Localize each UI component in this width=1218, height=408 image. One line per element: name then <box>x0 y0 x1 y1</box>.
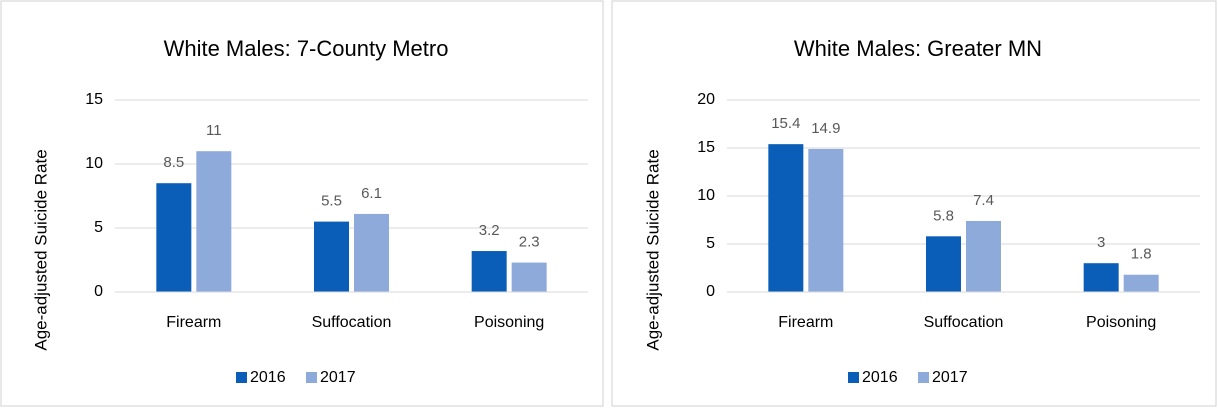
y-tick-label: 0 <box>94 283 103 300</box>
value-label: 3.2 <box>479 222 500 239</box>
legend-swatch <box>306 372 317 383</box>
bar <box>314 221 349 292</box>
y-tick-label: 20 <box>697 91 715 108</box>
value-label: 15.4 <box>771 115 800 132</box>
value-label: 2.3 <box>519 234 540 251</box>
chart: White Males: 7-County Metro Age-adjusted … <box>31 36 588 386</box>
bar <box>1083 263 1119 292</box>
x-tick-label: Suffocation <box>924 314 1004 331</box>
legend-swatch <box>918 372 929 383</box>
legend-swatch <box>848 372 859 383</box>
y-tick-label: 15 <box>85 91 103 108</box>
y-axis-label: Age-adjusted Suicide Rate <box>643 149 662 350</box>
bar <box>354 213 389 292</box>
legend-swatch <box>236 372 247 383</box>
x-tick-label: Poisoning <box>474 314 544 331</box>
y-tick-label: 5 <box>706 235 715 252</box>
bar <box>511 262 547 292</box>
panel <box>0 0 604 407</box>
bar <box>768 144 804 292</box>
chart: White Males: Greater MN Age-adjusted Suic… <box>643 36 1200 386</box>
legend-label: 2017 <box>320 369 356 386</box>
panel <box>611 0 1217 407</box>
value-label: 7.4 <box>973 192 994 209</box>
value-label: 1.8 <box>1131 246 1152 263</box>
x-tick-label: Poisoning <box>1086 314 1156 331</box>
bar <box>808 148 844 292</box>
value-label: 5.5 <box>321 193 342 210</box>
bar <box>966 220 1001 292</box>
y-tick-label: 10 <box>85 155 103 172</box>
legend-label: 2017 <box>932 369 968 386</box>
bar <box>156 183 192 292</box>
bar <box>926 236 961 292</box>
y-tick-label: 0 <box>706 283 715 300</box>
value-label: 8.5 <box>163 154 184 171</box>
bar <box>471 251 507 292</box>
chart-title: White Males: 7-County Metro <box>164 36 449 61</box>
value-label: 5.8 <box>933 207 954 224</box>
x-tick-label: Firearm <box>166 314 221 331</box>
y-tick-label: 10 <box>697 187 715 204</box>
value-label: 6.1 <box>361 185 382 202</box>
legend-label: 2016 <box>250 369 286 386</box>
value-label: 11 <box>206 122 222 139</box>
y-tick-label: 5 <box>94 219 103 236</box>
legend-label: 2016 <box>862 369 898 386</box>
x-tick-label: Firearm <box>778 314 833 331</box>
y-tick-label: 15 <box>697 139 715 156</box>
chart-title: White Males: Greater MN <box>794 36 1042 61</box>
x-tick-label: Suffocation <box>312 314 392 331</box>
value-label: 14.9 <box>811 120 840 137</box>
y-axis-label: Age-adjusted Suicide Rate <box>31 149 50 350</box>
bar <box>196 151 232 292</box>
bar <box>1123 274 1159 292</box>
value-label: 3 <box>1097 234 1105 251</box>
